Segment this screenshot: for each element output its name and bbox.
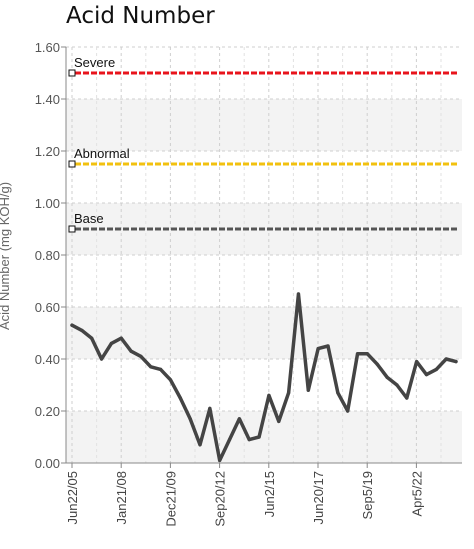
- data-point: [109, 341, 113, 345]
- severe-limit-marker: [68, 69, 76, 77]
- data-point: [247, 438, 251, 442]
- y-tick-label: 0.20: [35, 404, 60, 419]
- data-point: [218, 458, 222, 462]
- y-tick-label: 1.20: [35, 144, 60, 159]
- plot-band: [66, 99, 462, 151]
- x-tick-label: Jan21/08: [114, 471, 129, 525]
- x-tick-label: Jun2/15: [262, 471, 277, 517]
- y-tick-label: 1.40: [35, 92, 60, 107]
- y-tick-label: 0.40: [35, 352, 60, 367]
- data-point: [237, 417, 241, 421]
- data-point: [277, 419, 281, 423]
- data-point: [208, 406, 212, 410]
- data-point: [198, 443, 202, 447]
- data-point: [70, 323, 74, 327]
- abnormal-limit-marker: [68, 160, 76, 168]
- x-tick-label: Jun22/05: [65, 471, 80, 525]
- data-point: [80, 328, 84, 332]
- chart-title: Acid Number: [66, 3, 215, 29]
- data-point: [287, 391, 291, 395]
- reference-lines: Severe Abnormal Base: [68, 55, 458, 233]
- data-point: [267, 393, 271, 397]
- abnormal-limit-label: Abnormal: [74, 146, 130, 161]
- data-point: [415, 360, 419, 364]
- data-point: [405, 396, 409, 400]
- data-point: [139, 354, 143, 358]
- axes: 0.00 0.20 0.40 0.60 0.80 1.00 1.20 1.40 1.60 Jun2…: [35, 40, 462, 527]
- data-point: [306, 388, 310, 392]
- severe-limit-label: Severe: [74, 55, 115, 70]
- data-point: [119, 336, 123, 340]
- data-point: [375, 362, 379, 366]
- y-tick-label: 1.00: [35, 196, 60, 211]
- data-point: [395, 383, 399, 387]
- plot-band: [66, 307, 462, 359]
- data-point: [385, 375, 389, 379]
- data-point: [296, 292, 301, 296]
- data-point: [346, 409, 350, 413]
- y-tick-label: 1.60: [35, 40, 60, 55]
- x-tick-label: Sep5/19: [360, 471, 375, 519]
- data-point: [316, 347, 320, 351]
- data-point: [99, 357, 104, 361]
- y-tick-label: 0.00: [35, 456, 60, 471]
- data-point: [365, 352, 369, 356]
- data-point: [178, 396, 182, 400]
- data-point: [227, 438, 232, 442]
- base-limit-label: Base: [74, 211, 104, 226]
- series-line: [70, 292, 458, 463]
- data-point: [336, 391, 340, 395]
- x-tick-label: Dec21/09: [163, 471, 178, 527]
- data-point: [90, 336, 94, 340]
- data-point: [454, 360, 458, 364]
- data-point: [168, 378, 173, 382]
- x-tick-label: Sep20/12: [213, 471, 228, 527]
- y-tick-label: 0.80: [35, 248, 60, 263]
- data-point: [188, 417, 192, 421]
- data-point: [434, 367, 438, 371]
- data-point: [326, 344, 330, 348]
- y-axis-label: Acid Number (mg KOH/g): [0, 182, 12, 330]
- base-limit-marker: [68, 225, 76, 233]
- data-point: [355, 352, 360, 356]
- x-tick-label: Apr5/22: [409, 471, 424, 517]
- data-point: [129, 349, 133, 353]
- data-point: [424, 373, 429, 377]
- data-point: [159, 367, 163, 371]
- data-point: [149, 365, 153, 369]
- x-tick-label: Jun20/17: [311, 471, 326, 525]
- series-group: [70, 292, 458, 463]
- plot-background: [66, 99, 462, 463]
- y-tick-label: 0.60: [35, 300, 60, 315]
- data-point: [257, 435, 261, 439]
- data-point: [444, 357, 448, 361]
